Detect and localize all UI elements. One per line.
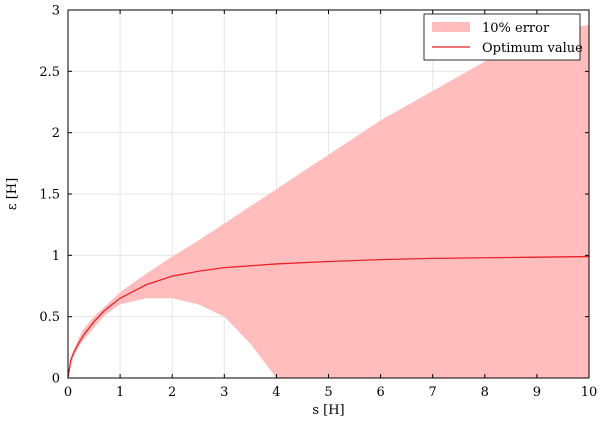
x-axis-label: s [H]	[312, 403, 344, 418]
legend: 10% error Optimum value	[423, 13, 583, 61]
x-tick-label: 9	[533, 385, 541, 400]
x-tick-label: 2	[168, 385, 176, 400]
y-tick-label: 3	[52, 4, 60, 19]
x-tick-label: 10	[581, 385, 598, 400]
axis-ticks: 0 1 2 3 4 5 6 7 8 9 10 0 0.5 1 1.5 2 2.5 3	[39, 4, 597, 401]
x-tick-label: 0	[64, 385, 72, 400]
y-tick-label: 0	[52, 372, 60, 387]
x-tick-label: 5	[324, 385, 332, 400]
optimum-value-line	[67, 255, 590, 379]
y-tick-label: 2	[52, 126, 60, 141]
y-tick-label: 1	[52, 249, 60, 264]
x-tick-label: 4	[272, 385, 280, 400]
error-band-layer	[68, 24, 589, 378]
y-tick-label: 0.5	[39, 310, 60, 325]
x-tick-label: 3	[220, 385, 228, 400]
x-tick-label: 7	[429, 385, 437, 400]
legend-box	[423, 13, 581, 61]
y-tick-label: 1.5	[39, 188, 60, 203]
legend-label-10pct-error: 10% error	[482, 21, 550, 36]
error-band-area	[68, 24, 589, 378]
x-tick-label: 8	[481, 385, 489, 400]
x-tick-label: 1	[116, 385, 124, 400]
y-tick-label: 2.5	[39, 65, 60, 80]
x-tick-label: 6	[376, 385, 384, 400]
optimum-line-layer	[67, 255, 590, 379]
legend-label-optimum-value: Optimum value	[482, 41, 583, 56]
y-axis-label: ε [H]	[5, 178, 20, 210]
legend-swatch-10pct-error	[432, 22, 470, 32]
